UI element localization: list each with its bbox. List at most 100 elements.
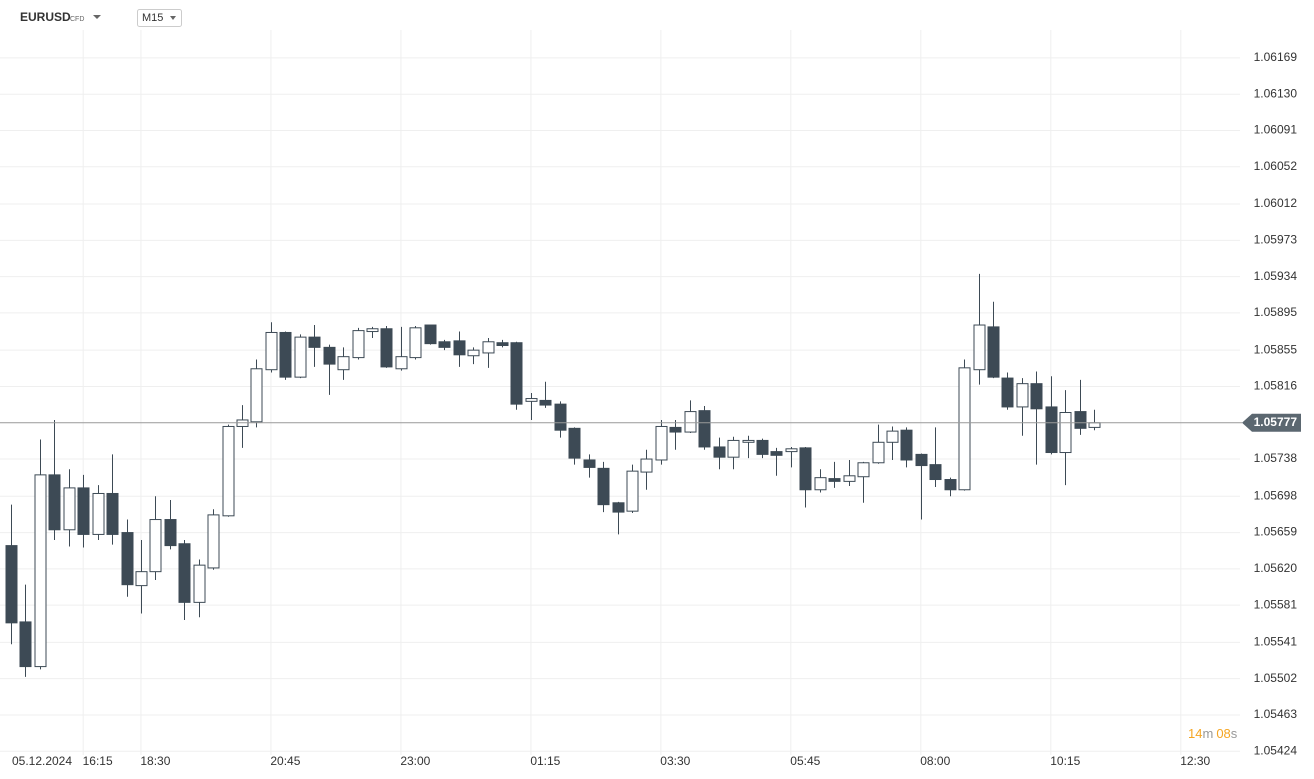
candle-body bbox=[496, 342, 509, 347]
candle-body bbox=[756, 439, 769, 455]
candle-body bbox=[48, 474, 61, 531]
x-tick-label: 20:45 bbox=[270, 754, 300, 768]
countdown-seconds: 08 bbox=[1216, 726, 1230, 741]
y-tick-label: 1.06012 bbox=[1254, 196, 1298, 210]
candle-body bbox=[525, 398, 538, 402]
y-tick-label: 1.06091 bbox=[1254, 123, 1298, 137]
candle-body bbox=[279, 331, 292, 378]
candle-body bbox=[1045, 406, 1058, 454]
y-tick-label: 1.06052 bbox=[1254, 159, 1298, 173]
candle-body bbox=[799, 447, 812, 491]
last-price-label: 1.05777 bbox=[1254, 415, 1298, 429]
timeframe-button[interactable] bbox=[137, 9, 182, 27]
countdown-minutes: 14 bbox=[1188, 726, 1202, 741]
plot-area: 1.06169 1.06130 1.06091 1.06052 1.06012 1.059… bbox=[0, 30, 1301, 768]
last-price-tag bbox=[1242, 413, 1301, 432]
candle-body bbox=[294, 336, 307, 378]
countdown-unit: s bbox=[1231, 726, 1238, 741]
candle-body bbox=[698, 410, 711, 448]
y-tick-label: 1.05698 bbox=[1254, 488, 1298, 502]
candle-body bbox=[1059, 412, 1072, 454]
candle-body bbox=[727, 439, 740, 458]
candle-body bbox=[308, 336, 321, 348]
x-tick-label: 08:00 bbox=[920, 754, 950, 768]
candle-body bbox=[1088, 422, 1101, 428]
candle-body bbox=[207, 514, 220, 569]
candle-body bbox=[770, 451, 783, 456]
y-tick-label: 1.05541 bbox=[1254, 635, 1298, 649]
timeframe[interactable]: M15 bbox=[142, 12, 163, 24]
candle-body bbox=[958, 367, 971, 491]
candle-body bbox=[539, 399, 552, 406]
candle-body bbox=[684, 411, 697, 433]
y-tick-label: 1.05895 bbox=[1254, 305, 1298, 319]
symbol-tag: CFD bbox=[70, 16, 84, 23]
y-tick-label: 1.05934 bbox=[1254, 269, 1298, 283]
y-tick-label: 1.05738 bbox=[1254, 451, 1298, 465]
candle-body bbox=[424, 324, 437, 345]
candle-body bbox=[467, 349, 480, 357]
candle-body bbox=[915, 453, 928, 467]
candle-body bbox=[92, 492, 105, 535]
candle-body bbox=[843, 475, 856, 482]
candle-body bbox=[568, 427, 581, 459]
candle-body bbox=[785, 448, 798, 453]
y-tick-label: 1.05973 bbox=[1254, 233, 1298, 247]
countdown-unit: m bbox=[1202, 726, 1213, 741]
candle-body bbox=[828, 478, 841, 482]
candle-body bbox=[193, 564, 206, 603]
x-tick-label: 03:30 bbox=[660, 754, 690, 768]
candle-body bbox=[973, 324, 986, 371]
candle-body bbox=[510, 342, 523, 405]
candle-body bbox=[987, 326, 1000, 378]
candle-body bbox=[164, 519, 177, 547]
x-tick-label: 16:15 bbox=[83, 754, 113, 768]
candle-body bbox=[886, 430, 899, 443]
candle-body bbox=[135, 571, 148, 587]
candle-body bbox=[323, 346, 336, 365]
candle-body bbox=[742, 439, 755, 443]
candle-body bbox=[5, 545, 18, 624]
candle-body bbox=[250, 368, 263, 423]
y-tick-label: 1.05620 bbox=[1254, 561, 1298, 575]
y-tick-label: 1.05424 bbox=[1254, 743, 1298, 757]
candle-body bbox=[640, 458, 653, 473]
candle-body bbox=[1030, 383, 1043, 410]
candle-body bbox=[554, 403, 567, 431]
candle-body bbox=[19, 621, 32, 668]
candle-body bbox=[222, 425, 235, 517]
candle-body bbox=[409, 327, 422, 359]
candle-body bbox=[1074, 411, 1087, 429]
candle-body bbox=[814, 477, 827, 491]
candle-body bbox=[149, 519, 162, 573]
candle-body bbox=[1016, 383, 1029, 408]
symbol-dropdown[interactable] bbox=[93, 15, 101, 19]
candle-body bbox=[482, 341, 495, 354]
candle-body bbox=[106, 492, 119, 535]
candle-body bbox=[352, 330, 365, 359]
y-tick-label: 1.06130 bbox=[1254, 86, 1298, 100]
candle-body bbox=[265, 331, 278, 371]
x-tick-label: 05.12.2024 bbox=[12, 754, 72, 768]
x-tick-label: 18:30 bbox=[140, 754, 170, 768]
y-tick-label: 1.05502 bbox=[1254, 671, 1298, 685]
x-tick-label: 23:00 bbox=[400, 754, 430, 768]
y-tick-label: 1.05659 bbox=[1254, 525, 1298, 539]
candle-body bbox=[395, 356, 408, 370]
candle-body bbox=[872, 441, 885, 464]
candle-body bbox=[178, 543, 191, 603]
candle-body bbox=[453, 340, 466, 356]
candle-body bbox=[900, 429, 913, 461]
x-tick-label: 01:15 bbox=[530, 754, 560, 768]
candle-body bbox=[121, 532, 134, 586]
candle-body bbox=[944, 479, 957, 491]
candle-body bbox=[626, 470, 639, 512]
candle-body bbox=[337, 356, 350, 371]
symbol[interactable]: EURUSD bbox=[20, 10, 71, 24]
candle-body bbox=[380, 328, 393, 368]
x-tick-label: 10:15 bbox=[1050, 754, 1080, 768]
countdown: 14m 08s bbox=[1188, 726, 1238, 741]
candle-body bbox=[438, 341, 451, 348]
timeframe-dropdown[interactable] bbox=[170, 16, 176, 20]
